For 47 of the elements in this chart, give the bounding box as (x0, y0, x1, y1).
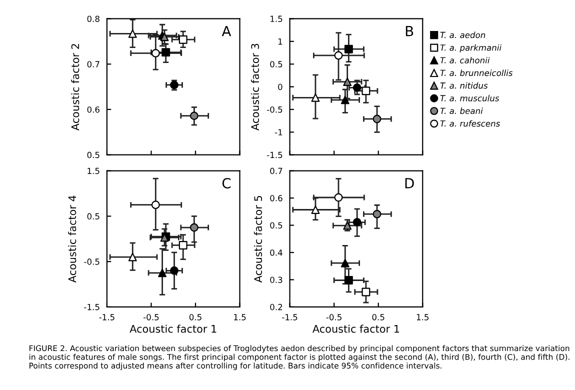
x-tick-label: 0.5 (372, 314, 384, 320)
legend-label: T. a. beani (440, 108, 483, 114)
legend-label: T. a. rufescens (440, 120, 500, 127)
annotation: C (222, 178, 231, 188)
y-tick-label: 1.5 (88, 168, 100, 174)
y-tick-label: 0.5 (87, 213, 100, 220)
y-tick-label: 0.6 (87, 106, 100, 113)
legend-label: T. a. cahonii (440, 56, 490, 64)
y-axis-title: Acoustic factor 4 (68, 196, 76, 283)
y-axis-title: Acoustic factor 3 (250, 44, 260, 130)
y-tick-label: -0.5 (267, 106, 282, 113)
legend-label: T. a. musculus (440, 94, 500, 102)
y-tick-label: 0.6 (270, 195, 282, 202)
y-tick-label: 0.5 (87, 152, 100, 158)
x-tick-label: 1.5 (416, 314, 429, 320)
annotation: B (406, 26, 414, 36)
x-tick-label: 1.5 (234, 314, 246, 320)
y-tick-label: 0.5 (270, 222, 282, 229)
y-axis-title: Acoustic factor 2 (71, 44, 80, 130)
legend-label: T. a. parkmanii (440, 44, 502, 52)
x-tick-label: -0.5 (326, 314, 342, 320)
y-tick-label: 0.5 (270, 61, 282, 68)
legend-label: T. a. aedon (440, 32, 486, 38)
y-tick-label: 1.5 (270, 16, 282, 22)
y-tick-label: 1 (278, 38, 282, 45)
legend-label: T. a. nitidus (440, 82, 488, 89)
annotation: A (222, 26, 232, 36)
y-tick-label: 0.4 (270, 249, 282, 256)
y-tick-label: 0 (278, 84, 282, 90)
y-tick-label: 0.7 (87, 61, 100, 68)
y-tick-label: -1 (274, 129, 282, 136)
x-tick-label: -0.5 (144, 314, 159, 320)
legend-label: T. a. brunneicollis (440, 70, 513, 76)
x-tick-label: 0.5 (189, 314, 202, 320)
x-tick-label: -1.5 (282, 314, 298, 320)
y-tick-label: 0.2 (270, 304, 282, 310)
y-tick-label: -1.5 (267, 152, 282, 158)
y-tick-label: -0.5 (84, 258, 100, 265)
y-tick-label: 0.3 (270, 276, 282, 283)
y-tick-label: -1.5 (84, 304, 100, 310)
y-tick-label: 0.7 (270, 168, 282, 174)
x-tick-label: -1.5 (99, 314, 114, 320)
y-tick-label: 0.8 (87, 16, 100, 22)
x-axis-title: Acoustic factor 1 (312, 324, 400, 333)
y-axis-title: Acoustic factor 5 (254, 196, 262, 283)
x-axis-title: Acoustic factor 1 (130, 324, 216, 333)
annotation: D (405, 178, 414, 188)
